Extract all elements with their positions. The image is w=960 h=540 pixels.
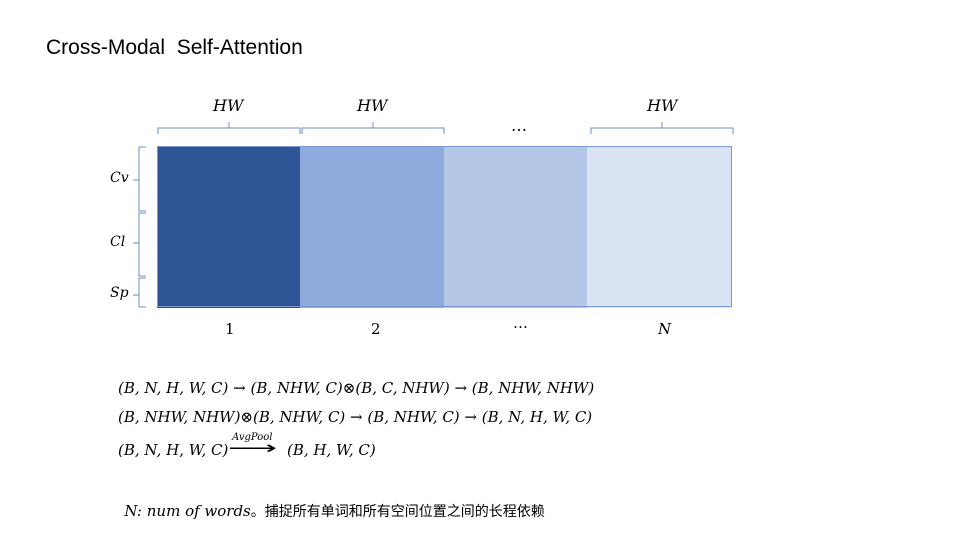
note-text: 。捕捉所有单词和所有空间位置之间的长程依赖 [250,504,545,520]
hw-label-3: HW [647,96,678,115]
note-math: N: num of words [124,502,251,520]
hw-label-1: HW [213,96,244,115]
segment-block-4 [587,146,732,308]
slide-title: Cross-Modal Self-Attention [46,36,303,59]
avgpool-label: AvgPool [232,432,273,443]
row-label-cv: Cv [110,170,129,186]
blocks-outline [157,146,732,307]
hw-label-2: HW [357,96,388,115]
top-brace-1 [157,122,301,134]
left-brace-cv [133,146,146,212]
equation-1: (B, N, H, W, C) → (B, NHW, C)⊗(B, C, NHW… [118,379,595,397]
equation-3-arrow: ⟶ [228,438,278,459]
row-label-cl: Cl [110,234,126,250]
left-brace-cl [133,212,146,277]
equation-3-left: (B, N, H, W, C) [118,441,229,459]
segment-block-2 [300,146,444,308]
segment-label-3: … [513,314,528,332]
note-line: N: num of words。捕捉所有单词和所有空间位置之间的长程依赖 [116,484,545,521]
segment-label-4: N [658,320,672,338]
segment-block-1 [157,146,300,308]
row-label-sp: Sp [110,285,129,301]
top-brace-2 [301,122,445,134]
segment-block-3 [444,146,587,308]
equation-2: (B, NHW, NHW)⊗(B, NHW, C) → (B, NHW, C) … [118,408,593,426]
top-brace-3 [590,122,734,134]
segment-label-2: 2 [371,320,381,338]
left-brace-sp [133,277,146,308]
segment-label-1: 1 [225,320,235,338]
top-ellipsis: … [511,116,527,135]
equation-3-right: (B, H, W, C) [287,441,376,459]
